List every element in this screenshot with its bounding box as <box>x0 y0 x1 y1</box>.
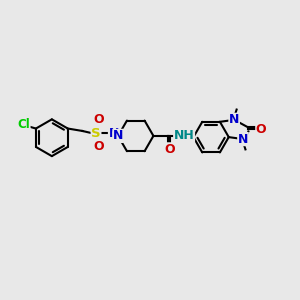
Text: N: N <box>113 129 123 142</box>
Text: O: O <box>93 140 104 153</box>
Text: Cl: Cl <box>17 118 30 131</box>
Text: N: N <box>238 133 248 146</box>
Text: O: O <box>164 143 175 156</box>
Text: O: O <box>93 113 104 126</box>
Text: NH: NH <box>174 129 194 142</box>
Text: N: N <box>229 113 239 126</box>
Text: N: N <box>109 127 119 140</box>
Text: S: S <box>91 127 101 140</box>
Text: O: O <box>256 123 266 136</box>
